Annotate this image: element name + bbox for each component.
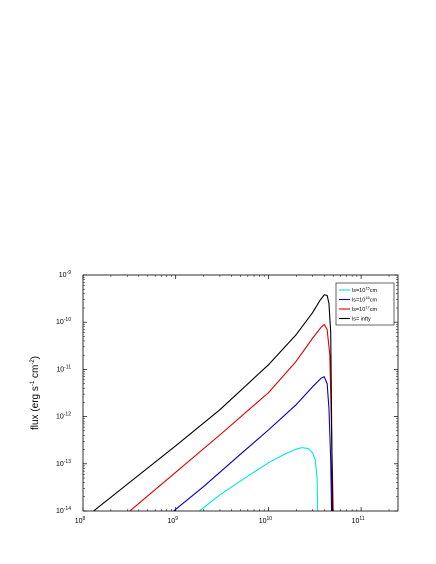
legend-entry-2: ls=1017cm	[352, 305, 378, 314]
y-tick-label-3: 10-11	[56, 364, 71, 373]
x-tick-label-0: 108	[75, 516, 86, 525]
series-line-1	[173, 376, 333, 511]
series-line-2	[129, 323, 334, 511]
y-tick-label-1: 10-13	[56, 459, 71, 468]
y-axis-title: flux (erg s-1​ cm-2​)	[30, 356, 41, 430]
series-line-0	[199, 447, 319, 511]
series-line-3	[93, 294, 333, 511]
y-tick-label-2: 10-12	[56, 412, 71, 421]
x-tick-label-2: 1010	[259, 516, 273, 525]
x-tick-label-1: 109	[167, 516, 178, 525]
y-tick-label-0: 10-14	[56, 506, 71, 515]
legend-entry-3: ls= infty	[352, 317, 371, 323]
axes: 108 109 1010 1011 10-14 10-13 10-12 10-11 10-10 1…	[30, 270, 399, 525]
legend-entry-1: ls=1016cm	[352, 295, 378, 304]
x-tick-label-3: 1011	[352, 516, 365, 525]
y-tick-label-4: 10-10	[56, 317, 71, 326]
legend-entry-0: ls=1015cm	[352, 286, 378, 295]
plot-area	[93, 294, 334, 511]
y-tick-label-5: 10-9	[59, 270, 71, 279]
